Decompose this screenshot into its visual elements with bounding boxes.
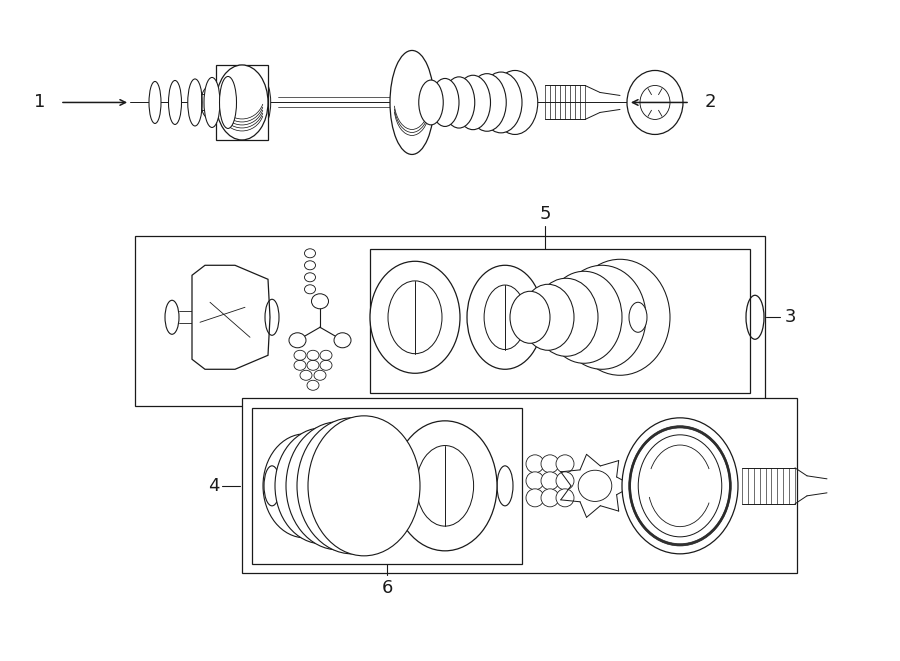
Bar (216, 65, 268, 140)
Polygon shape (192, 265, 270, 369)
Ellipse shape (334, 332, 351, 348)
Ellipse shape (638, 435, 722, 537)
Ellipse shape (390, 50, 434, 155)
Ellipse shape (286, 422, 390, 550)
Ellipse shape (556, 455, 574, 473)
Ellipse shape (251, 79, 267, 126)
Ellipse shape (541, 455, 559, 473)
Ellipse shape (622, 418, 738, 554)
Ellipse shape (484, 285, 526, 350)
Ellipse shape (308, 416, 420, 556)
Bar (252, 408, 522, 564)
Ellipse shape (370, 261, 460, 373)
Ellipse shape (541, 472, 559, 490)
Ellipse shape (627, 71, 683, 134)
Ellipse shape (149, 81, 161, 124)
Ellipse shape (204, 77, 220, 128)
Bar (135, 236, 765, 406)
Text: 5: 5 (539, 205, 551, 223)
Ellipse shape (541, 489, 559, 507)
Ellipse shape (468, 73, 506, 132)
Ellipse shape (556, 489, 574, 507)
Ellipse shape (201, 87, 215, 118)
Ellipse shape (431, 79, 459, 126)
Ellipse shape (241, 77, 259, 128)
Ellipse shape (510, 292, 550, 343)
Ellipse shape (492, 71, 538, 134)
Ellipse shape (480, 72, 522, 133)
Ellipse shape (393, 421, 497, 551)
Ellipse shape (237, 77, 256, 128)
Bar (370, 249, 750, 393)
Bar (242, 398, 797, 573)
Ellipse shape (534, 278, 598, 356)
Ellipse shape (417, 446, 473, 526)
Ellipse shape (418, 80, 444, 125)
Ellipse shape (289, 332, 306, 348)
Ellipse shape (526, 489, 544, 507)
Ellipse shape (629, 302, 647, 332)
Ellipse shape (558, 265, 646, 369)
Text: 3: 3 (785, 308, 796, 327)
Ellipse shape (247, 78, 263, 127)
Ellipse shape (188, 79, 202, 126)
Ellipse shape (546, 271, 622, 364)
Ellipse shape (388, 281, 442, 354)
Ellipse shape (455, 75, 490, 130)
Ellipse shape (556, 472, 574, 490)
Ellipse shape (522, 284, 574, 350)
Text: 4: 4 (209, 477, 220, 495)
Text: 6: 6 (382, 579, 392, 597)
Ellipse shape (578, 470, 612, 502)
Text: 1: 1 (33, 93, 45, 112)
Ellipse shape (443, 77, 475, 128)
Ellipse shape (570, 259, 670, 375)
Ellipse shape (526, 455, 544, 473)
Ellipse shape (263, 434, 347, 538)
Ellipse shape (220, 77, 237, 128)
Ellipse shape (311, 293, 328, 309)
Ellipse shape (526, 472, 544, 490)
Ellipse shape (467, 265, 543, 369)
Ellipse shape (168, 81, 182, 124)
Text: 2: 2 (705, 93, 716, 112)
Ellipse shape (275, 428, 369, 544)
Ellipse shape (297, 418, 407, 554)
Ellipse shape (216, 65, 268, 140)
Ellipse shape (256, 80, 271, 125)
